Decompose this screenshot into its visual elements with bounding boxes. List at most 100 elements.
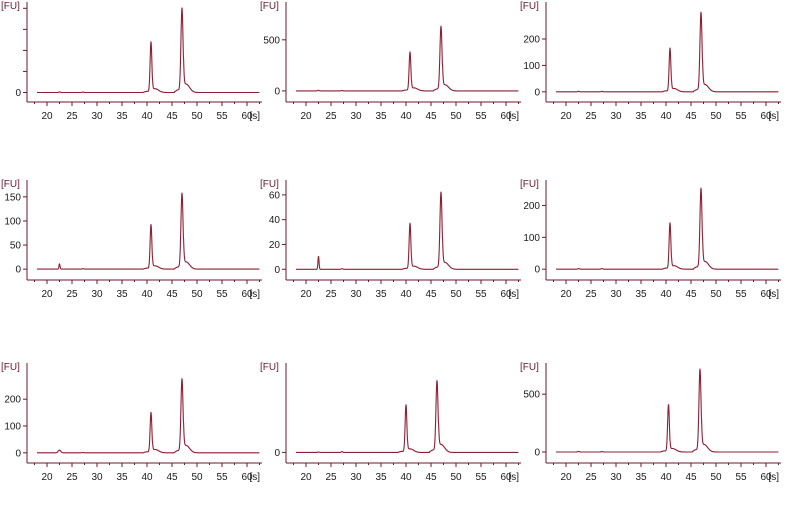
x-tick-label: 55 <box>475 111 487 122</box>
chart-panel: [FU] 0 500 20 25 30 35 40 45 50 55 60 [s] <box>519 361 781 521</box>
x-tick-label: 60 <box>500 111 512 122</box>
x-axis-label: [s] <box>768 289 779 300</box>
signal-trace <box>36 7 260 94</box>
x-tick-label: 30 <box>610 472 622 483</box>
y-tick-label: 200 <box>523 34 540 45</box>
x-tick-label: 40 <box>141 289 153 300</box>
y-axis-label: [FU] <box>1 179 20 190</box>
x-tick-label: 50 <box>710 111 722 122</box>
y-tick-label: 0 <box>15 265 21 276</box>
y-axis-label: [FU] <box>1 362 20 373</box>
y-axis-label: [FU] <box>520 179 539 190</box>
x-tick-label: 60 <box>500 289 512 300</box>
x-tick-label: 40 <box>400 111 412 122</box>
y-tick-label: 100 <box>4 421 21 432</box>
y-tick-label: 500 <box>523 390 540 401</box>
x-tick-label: 35 <box>375 289 387 300</box>
y-axis-label: [FU] <box>1 1 20 12</box>
x-tick-label: 25 <box>325 289 337 300</box>
signal-trace <box>295 379 519 453</box>
x-tick-label: 35 <box>635 111 647 122</box>
chart-svg: [FU] 0 100 200 20 25 30 35 40 45 50 55 60[s] <box>520 1 781 122</box>
x-tick-label: 40 <box>660 472 672 483</box>
chart-svg: [FU] 0 100 200 20 25 30 35 40 45 50 55 60[s] <box>520 179 781 300</box>
y-tick-label: 60 <box>269 190 281 201</box>
y-axis-label: [FU] <box>260 179 279 190</box>
chart-panel: [FU] 0 20 25 30 35 40 45 50 55 60 [s] <box>259 361 521 521</box>
signal-trace <box>36 378 260 454</box>
x-tick-label: 45 <box>166 289 178 300</box>
y-axis-label: [FU] <box>260 362 279 373</box>
x-tick-label: 55 <box>475 472 487 483</box>
x-axis-label: [s] <box>508 111 519 122</box>
x-tick-label: 20 <box>300 472 312 483</box>
y-axis-label: [FU] <box>520 1 539 12</box>
x-tick-label: 60 <box>760 472 772 483</box>
x-tick-label: 20 <box>560 111 572 122</box>
y-tick-label: 500 <box>263 35 280 46</box>
x-tick-label: 50 <box>450 289 462 300</box>
x-tick-label: 35 <box>116 472 128 483</box>
chart-svg: [FU] 0 100 200 20 25 30 35 40 45 50 55 60[s] <box>1 362 262 483</box>
y-tick-label: 0 <box>15 448 21 459</box>
y-tick-label: 20 <box>269 240 281 251</box>
x-tick-label: 30 <box>610 111 622 122</box>
x-axis-label: [s] <box>249 111 260 122</box>
chart-panel: [FU] 0 50 100 150 20 25 30 35 40 45 50 55 60 [s] <box>0 178 262 338</box>
x-tick-label: 30 <box>91 472 103 483</box>
x-tick-label: 30 <box>610 289 622 300</box>
x-tick-label: 45 <box>425 289 437 300</box>
y-tick-label: 150 <box>4 192 21 203</box>
x-tick-label: 50 <box>191 289 203 300</box>
chart-svg: [FU] 0 500 20 25 30 35 40 45 50 55 60[s] <box>260 1 521 122</box>
x-tick-label: 55 <box>216 289 228 300</box>
x-tick-label: 55 <box>735 472 747 483</box>
x-tick-label: 35 <box>375 111 387 122</box>
x-axis-label: [s] <box>249 289 260 300</box>
x-tick-label: 50 <box>710 472 722 483</box>
x-axis-label: [s] <box>508 472 519 483</box>
y-tick-label: 100 <box>523 233 540 244</box>
x-tick-label: 50 <box>450 111 462 122</box>
x-tick-label: 60 <box>760 289 772 300</box>
x-tick-label: 60 <box>760 111 772 122</box>
x-tick-label: 55 <box>475 289 487 300</box>
x-tick-label: 35 <box>635 289 647 300</box>
y-tick-label: 40 <box>269 215 281 226</box>
x-tick-label: 20 <box>560 289 572 300</box>
x-tick-label: 55 <box>735 111 747 122</box>
x-tick-label: 25 <box>66 472 78 483</box>
x-tick-label: 20 <box>41 289 53 300</box>
x-tick-label: 55 <box>735 289 747 300</box>
x-tick-label: 30 <box>91 289 103 300</box>
y-tick-label: 0 <box>534 87 540 98</box>
x-tick-label: 55 <box>216 111 228 122</box>
x-tick-label: 50 <box>191 111 203 122</box>
x-tick-label: 35 <box>375 472 387 483</box>
x-tick-label: 45 <box>166 472 178 483</box>
x-tick-label: 30 <box>350 111 362 122</box>
x-tick-label: 45 <box>166 111 178 122</box>
x-tick-label: 30 <box>350 289 362 300</box>
x-axis-label: [s] <box>768 111 779 122</box>
chart-panel: [FU] 0 20 25 30 35 40 45 50 55 60 [s] <box>0 0 262 160</box>
x-tick-label: 25 <box>325 472 337 483</box>
chart-panel: [FU] 0 500 20 25 30 35 40 45 50 55 60 [s] <box>259 0 521 160</box>
y-tick-label: 0 <box>534 265 540 276</box>
x-tick-label: 50 <box>710 289 722 300</box>
x-tick-label: 25 <box>66 289 78 300</box>
x-tick-label: 50 <box>450 472 462 483</box>
x-tick-label: 25 <box>66 111 78 122</box>
x-tick-label: 60 <box>241 111 253 122</box>
y-tick-label: 200 <box>4 395 21 406</box>
x-tick-label: 25 <box>585 289 597 300</box>
x-tick-label: 55 <box>216 472 228 483</box>
y-tick-label: 100 <box>4 216 21 227</box>
chart-panel: [FU] 0 100 200 20 25 30 35 40 45 50 55 60 [s] <box>519 178 781 338</box>
chart-svg: [FU] 0 50 100 150 20 25 30 35 40 45 50 55 60[s] <box>1 179 262 300</box>
x-tick-label: 25 <box>585 472 597 483</box>
x-tick-label: 40 <box>660 289 672 300</box>
x-tick-label: 40 <box>141 472 153 483</box>
x-tick-label: 40 <box>141 111 153 122</box>
